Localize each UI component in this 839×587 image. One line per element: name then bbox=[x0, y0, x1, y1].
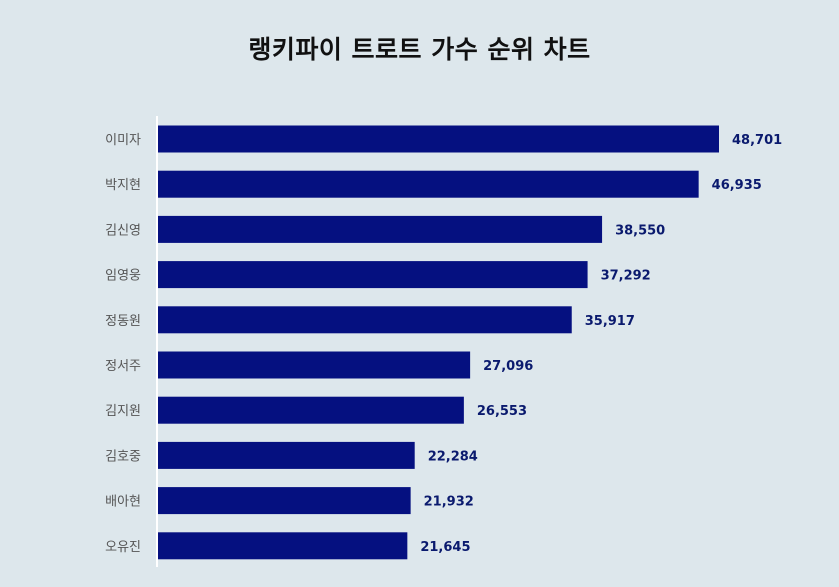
bar bbox=[158, 396, 464, 424]
bar bbox=[158, 306, 572, 334]
value-label: 48,701 bbox=[732, 133, 782, 148]
category-label: 오유진 bbox=[105, 540, 141, 555]
category-label: 이미자 bbox=[105, 133, 141, 148]
category-label: 임영웅 bbox=[105, 269, 141, 284]
bar bbox=[158, 532, 408, 560]
value-label: 26,553 bbox=[477, 404, 527, 419]
category-label: 정동원 bbox=[105, 314, 141, 329]
bar bbox=[158, 441, 415, 469]
bar bbox=[158, 170, 699, 198]
value-label: 46,935 bbox=[712, 178, 762, 193]
value-label: 27,096 bbox=[483, 359, 533, 374]
category-label: 정서주 bbox=[105, 359, 141, 374]
bar bbox=[158, 487, 411, 515]
category-label: 김지원 bbox=[105, 404, 141, 419]
category-label: 김신영 bbox=[105, 223, 141, 238]
value-label: 22,284 bbox=[428, 449, 478, 464]
category-label: 김호중 bbox=[105, 449, 141, 464]
value-label: 21,932 bbox=[424, 495, 474, 510]
value-label: 35,917 bbox=[585, 314, 635, 329]
value-label: 38,550 bbox=[615, 223, 665, 238]
bar bbox=[158, 125, 719, 153]
category-label: 배아현 bbox=[105, 495, 141, 510]
value-label: 21,645 bbox=[420, 540, 470, 555]
bar bbox=[158, 215, 603, 243]
bar bbox=[158, 261, 588, 289]
category-label: 박지현 bbox=[105, 178, 141, 193]
value-label: 37,292 bbox=[601, 269, 651, 284]
chart-title: 랭키파이 트로트 가수 순위 차트 bbox=[248, 35, 591, 64]
bar bbox=[158, 351, 471, 379]
